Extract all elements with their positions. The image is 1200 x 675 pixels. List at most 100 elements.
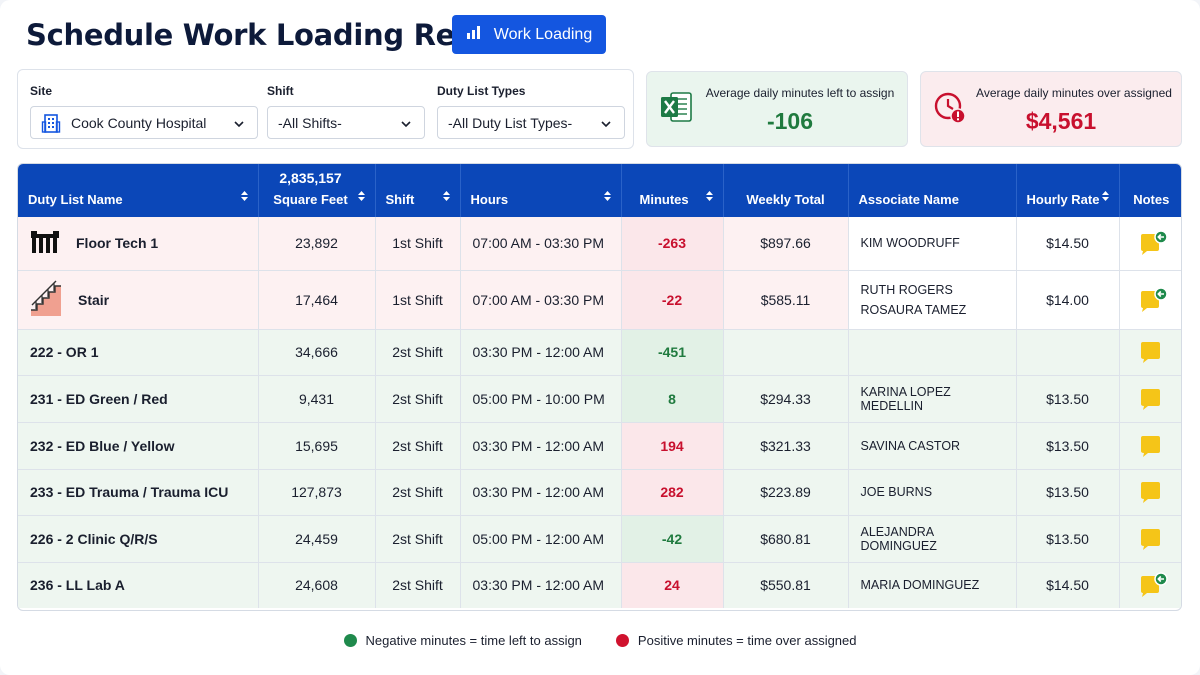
shift-filter: Shift -All Shifts- — [267, 84, 425, 139]
hourly-rate-cell: $14.50 — [1016, 562, 1120, 608]
col-associate-name[interactable]: Associate Name — [848, 164, 1017, 217]
notes-cell — [1119, 217, 1181, 271]
stair-icon — [30, 279, 62, 320]
duty-list-name-cell: 226 - 2 Clinic Q/R/S — [18, 515, 259, 563]
legend: Negative minutes = time left to assign P… — [0, 633, 1200, 648]
col-duty-list-name[interactable]: Duty List Name — [18, 164, 259, 217]
duty-list-name: 222 - OR 1 — [30, 344, 99, 360]
col-square-feet[interactable]: 2,835,157 Square Feet — [258, 164, 376, 217]
note-icon — [1141, 342, 1161, 363]
excel-icon — [659, 90, 693, 129]
col-shift[interactable]: Shift — [375, 164, 461, 217]
associate-name: KIM WOODRUFF — [860, 236, 960, 251]
duty-list-types-select[interactable]: -All Duty List Types- — [437, 106, 625, 139]
note-button[interactable] — [1138, 386, 1164, 412]
hours-cell: 05:00 PM - 12:00 AM — [460, 515, 622, 563]
sort-icon — [1101, 190, 1110, 205]
over-assigned-value: $4,561 — [1025, 108, 1097, 134]
weekly-total-cell: $897.66 — [723, 217, 849, 271]
square-feet-total: 2,835,157 — [279, 170, 342, 186]
hours-cell: 03:30 PM - 12:00 AM — [460, 562, 622, 608]
note-icon — [1141, 286, 1168, 312]
duty-list-name-cell: Floor Tech 1 — [18, 217, 259, 271]
col-minutes[interactable]: Minutes — [621, 164, 724, 217]
col-hours[interactable]: Hours — [460, 164, 622, 217]
duty-list-name: Stair — [78, 291, 110, 308]
duty-list-name-cell: Stair — [18, 270, 259, 330]
associate-name-cell: KARINA LOPEZ MEDELLIN — [848, 375, 1017, 423]
col-hourly-rate-label: Hourly Rate — [1026, 192, 1100, 207]
hourly-rate-cell: $13.50 — [1016, 515, 1120, 563]
duty-list-types-label: Duty List Types — [437, 84, 526, 98]
bar-chart-icon — [466, 24, 484, 45]
weekly-total-cell: $223.89 — [723, 469, 849, 516]
shift-select[interactable]: -All Shifts- — [267, 106, 425, 139]
site-filter: Site Cook County Hospital — [30, 84, 258, 139]
notes-cell — [1119, 329, 1181, 376]
notes-cell — [1119, 422, 1181, 470]
col-hourly-rate[interactable]: Hourly Rate — [1016, 164, 1120, 217]
col-square-feet-label: Square Feet — [273, 192, 348, 207]
note-button[interactable] — [1138, 286, 1168, 313]
shift-cell: 1st Shift — [375, 270, 461, 330]
work-loading-button[interactable]: Work Loading — [452, 15, 606, 54]
associate-name-cell — [848, 329, 1017, 376]
associate-name-cell: MARIA DOMINGUEZ — [848, 562, 1017, 608]
minutes-cell: 24 — [621, 562, 724, 608]
note-button[interactable] — [1138, 479, 1164, 505]
col-duty-list-name-label: Duty List Name — [28, 192, 123, 207]
note-button[interactable] — [1138, 339, 1164, 365]
table-row[interactable]: 236 - LL Lab A 24,608 2st Shift 03:30 PM… — [18, 562, 1181, 608]
duty-list-name: 231 - ED Green / Red — [30, 390, 168, 407]
note-icon — [1141, 435, 1161, 457]
header: Schedule Work Loading Report — [26, 14, 523, 56]
green-dot-icon — [343, 634, 357, 647]
table-row[interactable]: 232 - ED Blue / Yellow 15,695 2st Shift … — [18, 422, 1181, 470]
weekly-total-cell: $680.81 — [723, 515, 849, 563]
col-weekly-total-label: Weekly Total — [746, 192, 825, 207]
duty-list-name: 236 - LL Lab A — [30, 577, 125, 594]
work-loading-label: Work Loading — [493, 25, 593, 43]
table-row[interactable]: 231 - ED Green / Red 9,431 2st Shift 05:… — [18, 375, 1181, 423]
col-weekly-total[interactable]: Weekly Total — [723, 164, 849, 217]
table-row[interactable]: Floor Tech 1 23,892 1st Shift 07:00 AM -… — [18, 217, 1181, 271]
square-feet-cell: 9,431 — [258, 375, 376, 423]
associate-name-cell: JOE BURNS — [848, 469, 1017, 516]
duty-list-types-value: -All Duty List Types- — [448, 114, 573, 131]
page-title: Schedule Work Loading Report — [26, 18, 523, 52]
duty-list-name: Floor Tech 1 — [76, 235, 159, 252]
note-button[interactable] — [1138, 572, 1168, 598]
site-label: Site — [30, 84, 53, 98]
minutes-cell: -263 — [621, 217, 724, 271]
site-value: Cook County Hospital — [71, 114, 207, 131]
notes-cell — [1119, 562, 1181, 608]
shift-cell: 1st Shift — [375, 217, 461, 271]
associate-name-cell: SAVINA CASTOR — [848, 422, 1017, 470]
associate-name-cell: KIM WOODRUFF — [848, 217, 1017, 271]
table-row[interactable]: 226 - 2 Clinic Q/R/S 24,459 2st Shift 05… — [18, 515, 1181, 563]
hours-cell: 05:00 PM - 10:00 PM — [460, 375, 622, 423]
sort-icon — [603, 190, 612, 205]
site-select[interactable]: Cook County Hospital — [30, 106, 258, 139]
shift-cell: 2st Shift — [375, 515, 461, 563]
table-header-row: Duty List Name 2,835,157 Square Feet Shi… — [18, 164, 1181, 217]
building-icon — [41, 113, 61, 133]
hourly-rate-cell: $13.50 — [1016, 422, 1120, 470]
table-row[interactable]: Stair 17,464 1st Shift 07:00 AM - 03:30 … — [18, 270, 1181, 330]
duty-list-name-cell: 231 - ED Green / Red — [18, 375, 259, 423]
weekly-total-cell: $550.81 — [723, 562, 849, 608]
minutes-cell: 282 — [621, 469, 724, 516]
clock-alert-icon — [933, 91, 967, 130]
note-button[interactable] — [1138, 230, 1168, 256]
col-shift-label: Shift — [385, 192, 415, 207]
note-button[interactable] — [1138, 526, 1164, 552]
col-notes-label: Notes — [1133, 192, 1170, 207]
col-notes: Notes — [1119, 164, 1181, 217]
table-row[interactable]: 233 - ED Trauma / Trauma ICU 127,873 2st… — [18, 469, 1181, 516]
shift-cell: 2st Shift — [375, 422, 461, 470]
duty-list-name-cell: 232 - ED Blue / Yellow — [18, 422, 259, 470]
note-button[interactable] — [1138, 433, 1164, 459]
table-row[interactable]: 222 - OR 1 34,666 2st Shift 03:30 PM - 1… — [18, 329, 1181, 376]
legend-positive: Positive minutes = time over assigned — [615, 633, 857, 648]
associate-name-secondary: ROSAURA TAMEZ — [860, 302, 967, 317]
